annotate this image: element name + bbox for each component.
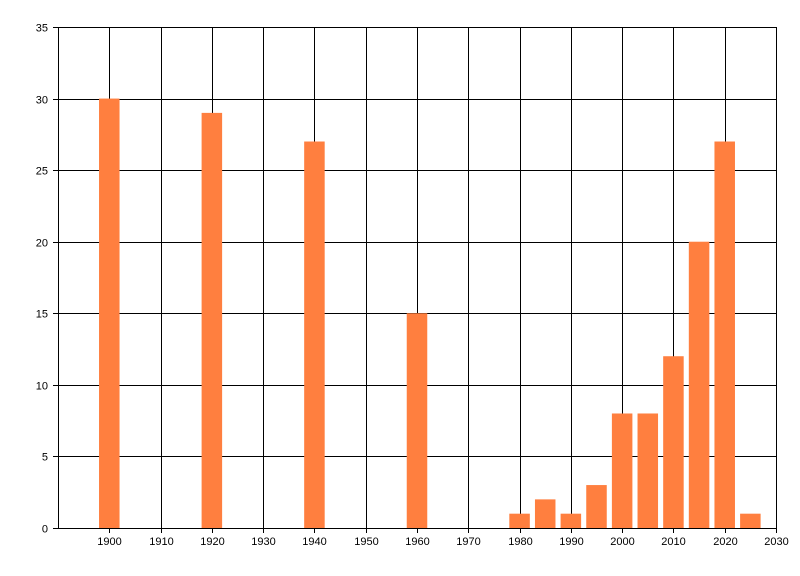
- bar: [611, 413, 633, 528]
- bar: [663, 356, 684, 528]
- bar: [560, 513, 582, 528]
- x-tick-label: 2000: [610, 536, 634, 548]
- x-tick-label: 1970: [456, 536, 480, 548]
- bar-series: [99, 98, 761, 529]
- x-tick-labels: 1900 1910 1920 1930 1940 1950 1960 1970 1980 1990…: [97, 536, 788, 548]
- y-tick-label: 0: [42, 524, 48, 536]
- y-tick-label: 30: [36, 95, 48, 107]
- x-tick-label: 1980: [508, 536, 532, 548]
- x-tick-label: 2020: [713, 536, 737, 548]
- bar: [534, 499, 556, 528]
- bar: [99, 98, 120, 529]
- y-tick-labels: 0 5 10 15 20 25 30 35: [36, 23, 48, 536]
- x-tick-label: 1940: [302, 536, 326, 548]
- x-tick-label: 1960: [405, 536, 429, 548]
- y-tick-label: 25: [36, 166, 48, 178]
- y-tick-label: 15: [36, 309, 48, 321]
- bar: [637, 413, 659, 528]
- bar: [304, 141, 325, 528]
- x-tick-label: 2030: [764, 536, 788, 548]
- x-tick-label: 1910: [149, 536, 173, 548]
- x-tick-label: 2010: [661, 536, 685, 548]
- x-tick-label: 1950: [354, 536, 378, 548]
- y-tick-label: 5: [42, 452, 48, 464]
- x-tick-label: 1900: [97, 536, 121, 548]
- bar: [688, 241, 710, 528]
- bar: [586, 485, 607, 528]
- x-tick-label: 1920: [200, 536, 224, 548]
- bar: [201, 112, 223, 528]
- y-tick-label: 35: [36, 23, 48, 35]
- bar: [509, 513, 530, 528]
- bar: [740, 513, 761, 528]
- x-tick-label: 1930: [251, 536, 275, 548]
- bar: [714, 141, 735, 528]
- axes: [58, 27, 776, 529]
- bar: [406, 313, 428, 528]
- x-tick-label: 1990: [559, 536, 583, 548]
- y-tick-label: 10: [36, 381, 48, 393]
- y-tick-label: 20: [36, 238, 48, 250]
